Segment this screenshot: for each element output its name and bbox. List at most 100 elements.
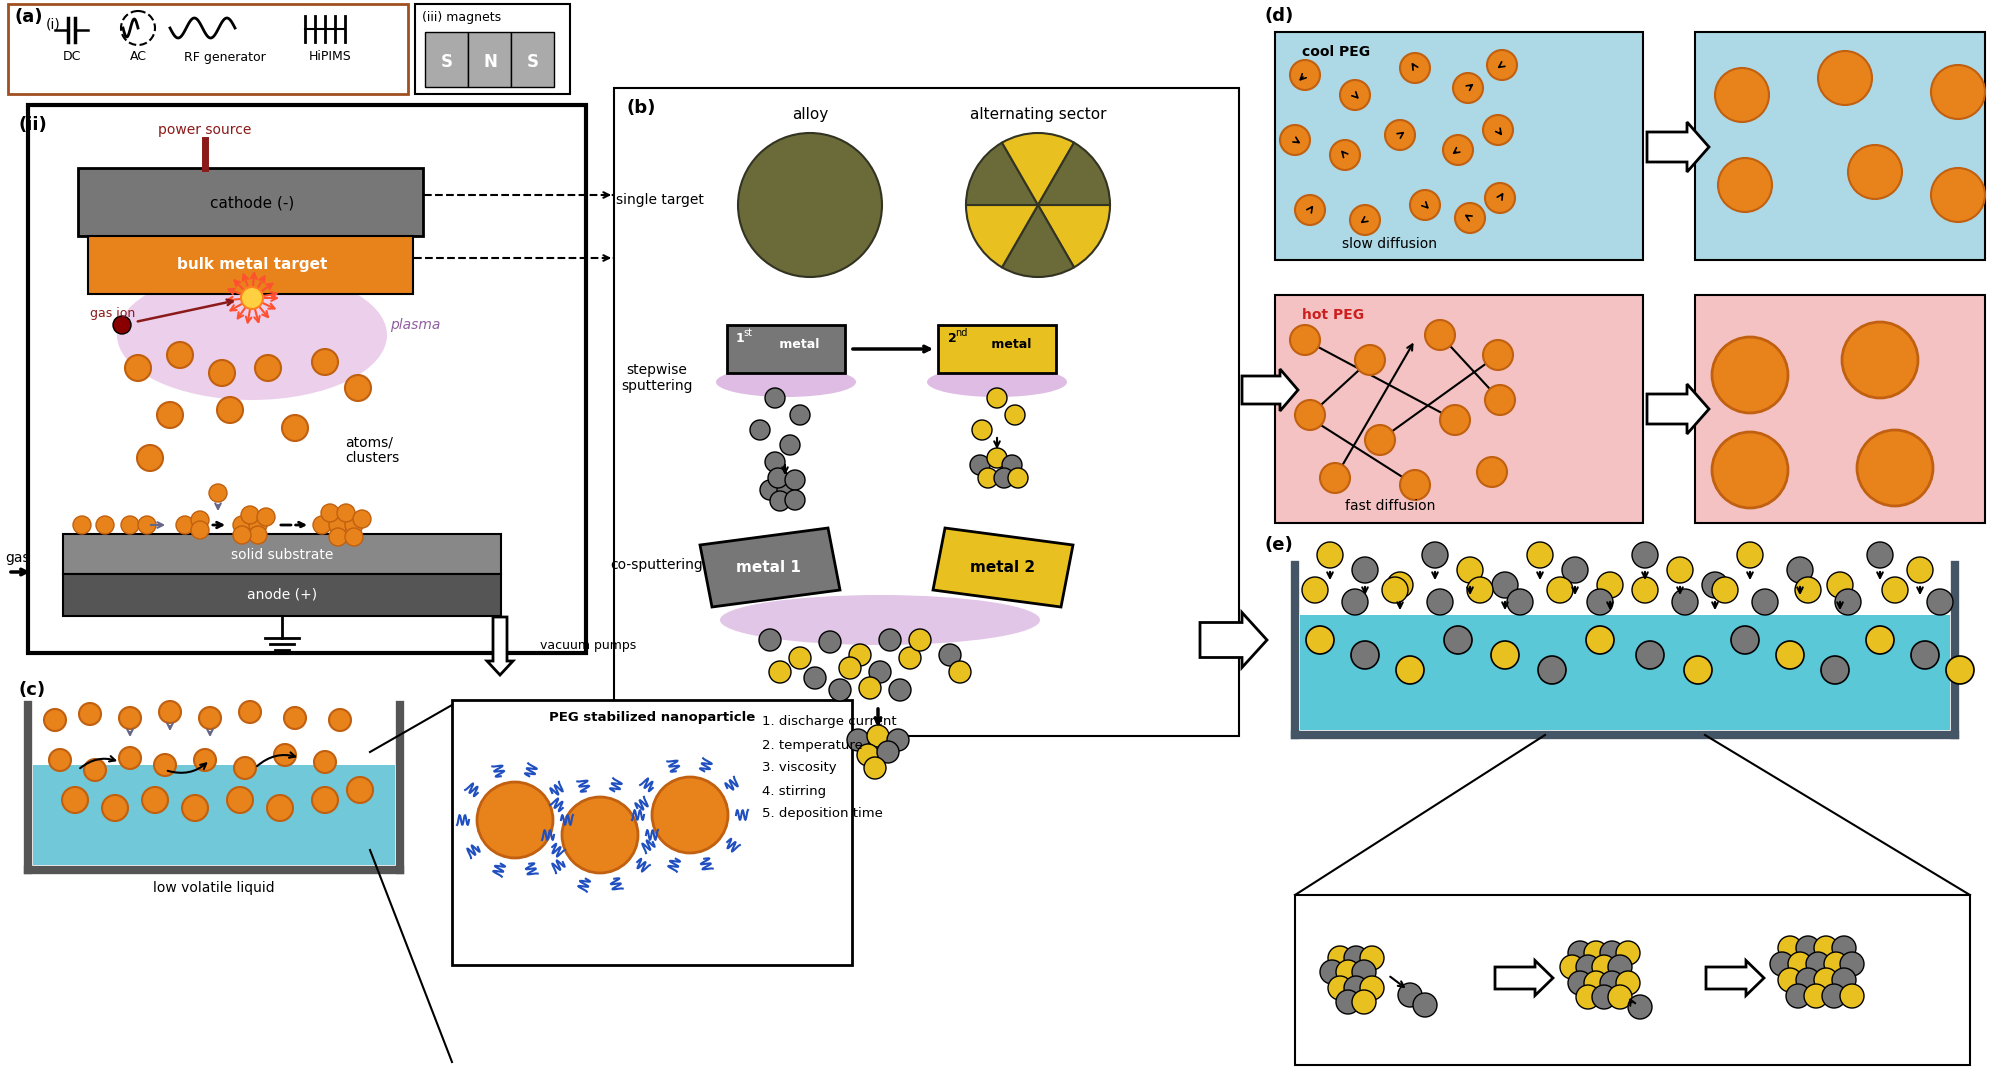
Circle shape xyxy=(1351,960,1375,984)
Circle shape xyxy=(1351,641,1379,669)
Circle shape xyxy=(1584,971,1608,995)
Circle shape xyxy=(1487,50,1518,79)
Circle shape xyxy=(1477,458,1508,487)
Circle shape xyxy=(216,397,242,423)
Circle shape xyxy=(1848,145,1902,199)
Circle shape xyxy=(118,748,140,769)
Circle shape xyxy=(194,749,216,771)
Circle shape xyxy=(1359,976,1383,1000)
Text: single target: single target xyxy=(617,193,705,207)
Circle shape xyxy=(1840,952,1864,976)
FancyArrow shape xyxy=(1648,122,1710,172)
Circle shape xyxy=(739,133,883,277)
Circle shape xyxy=(1439,405,1469,435)
Circle shape xyxy=(1568,971,1592,995)
Circle shape xyxy=(805,667,827,690)
Circle shape xyxy=(1395,656,1423,684)
Ellipse shape xyxy=(721,595,1039,645)
Circle shape xyxy=(1752,589,1778,615)
Circle shape xyxy=(1822,984,1846,1008)
Circle shape xyxy=(857,744,879,766)
Text: RF generator: RF generator xyxy=(184,50,266,63)
FancyArrow shape xyxy=(486,616,513,674)
Text: hot PEG: hot PEG xyxy=(1301,308,1363,322)
Text: (e): (e) xyxy=(1263,536,1293,554)
Circle shape xyxy=(312,349,338,375)
Circle shape xyxy=(1738,542,1764,568)
Circle shape xyxy=(142,787,168,813)
Circle shape xyxy=(765,452,785,471)
Circle shape xyxy=(1770,952,1794,976)
Bar xyxy=(615,88,1239,736)
Text: co-sputtering: co-sputtering xyxy=(611,558,703,572)
Circle shape xyxy=(1007,468,1027,488)
Circle shape xyxy=(879,629,901,651)
Circle shape xyxy=(777,480,797,500)
Text: alloy: alloy xyxy=(793,107,829,122)
Text: stepwise
sputtering: stepwise sputtering xyxy=(621,363,693,393)
Text: 1. discharge current: 1. discharge current xyxy=(763,715,897,728)
Circle shape xyxy=(1317,542,1343,568)
Circle shape xyxy=(859,677,881,699)
Text: cool PEG: cool PEG xyxy=(1301,45,1369,59)
Circle shape xyxy=(1319,463,1349,493)
Circle shape xyxy=(1397,983,1421,1007)
Circle shape xyxy=(1712,577,1738,603)
Circle shape xyxy=(761,480,781,500)
Circle shape xyxy=(1842,322,1918,398)
Circle shape xyxy=(1359,946,1383,970)
Circle shape xyxy=(476,782,553,858)
Circle shape xyxy=(1796,937,1820,960)
Bar xyxy=(1696,32,1986,260)
Wedge shape xyxy=(967,205,1037,267)
Circle shape xyxy=(829,679,851,701)
Text: metal 1: metal 1 xyxy=(735,560,801,575)
Ellipse shape xyxy=(116,270,386,400)
Circle shape xyxy=(1616,971,1640,995)
Circle shape xyxy=(1600,941,1624,966)
Circle shape xyxy=(1932,168,1986,222)
Circle shape xyxy=(1576,985,1600,1008)
Circle shape xyxy=(266,795,292,821)
Circle shape xyxy=(1608,955,1632,979)
Circle shape xyxy=(248,516,266,534)
Text: nd: nd xyxy=(955,328,967,338)
Circle shape xyxy=(1387,572,1413,598)
Circle shape xyxy=(1822,656,1850,684)
Circle shape xyxy=(899,647,921,669)
Text: PEG stabilized nanoparticle: PEG stabilized nanoparticle xyxy=(549,711,755,725)
Circle shape xyxy=(1732,626,1760,654)
Circle shape xyxy=(234,757,256,779)
Circle shape xyxy=(48,749,70,771)
Circle shape xyxy=(1381,577,1407,603)
Circle shape xyxy=(1778,968,1802,992)
Circle shape xyxy=(1327,976,1351,1000)
Text: DC: DC xyxy=(62,50,82,63)
Circle shape xyxy=(949,661,971,683)
Circle shape xyxy=(1832,968,1856,992)
Circle shape xyxy=(1548,577,1574,603)
Circle shape xyxy=(336,504,354,522)
Circle shape xyxy=(1788,557,1814,583)
Circle shape xyxy=(1560,955,1584,979)
Circle shape xyxy=(973,420,993,440)
Ellipse shape xyxy=(927,367,1067,397)
Circle shape xyxy=(1467,577,1493,603)
Circle shape xyxy=(1866,626,1894,654)
Text: (ii): (ii) xyxy=(18,116,46,134)
Circle shape xyxy=(124,355,150,381)
Text: 5. deposition time: 5. deposition time xyxy=(763,808,883,821)
Circle shape xyxy=(240,287,262,309)
Circle shape xyxy=(1409,190,1439,220)
Circle shape xyxy=(274,744,296,766)
Circle shape xyxy=(344,375,370,401)
Circle shape xyxy=(867,725,889,748)
Circle shape xyxy=(1005,405,1025,425)
Circle shape xyxy=(1491,641,1520,669)
Text: HiPIMS: HiPIMS xyxy=(308,50,352,63)
Circle shape xyxy=(1668,557,1694,583)
Circle shape xyxy=(1796,968,1820,992)
Circle shape xyxy=(1840,984,1864,1008)
Bar xyxy=(939,325,1055,373)
Circle shape xyxy=(889,679,911,701)
